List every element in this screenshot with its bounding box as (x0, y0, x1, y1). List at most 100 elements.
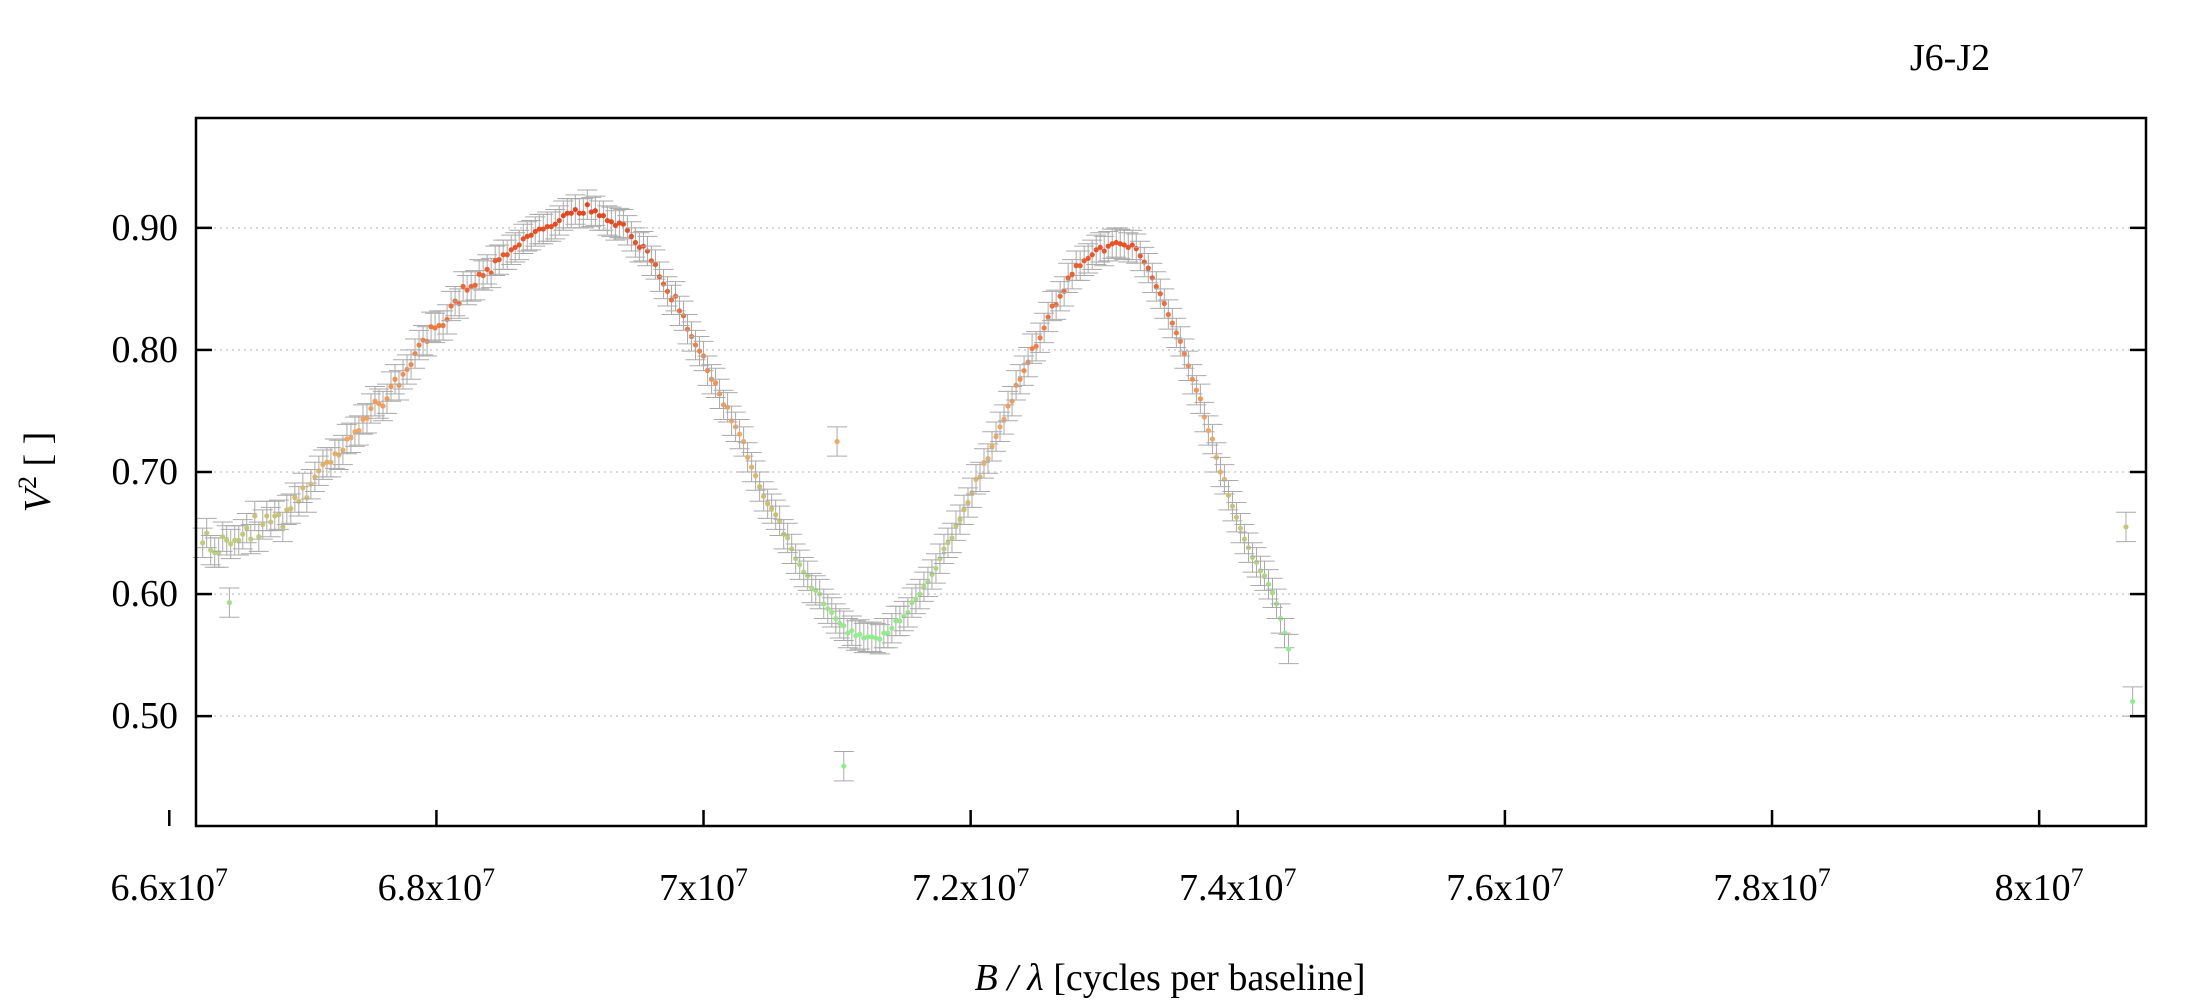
data-point (525, 216, 546, 247)
data-point (296, 482, 317, 513)
data-point (517, 221, 538, 252)
data-point (929, 543, 950, 574)
data-point (1158, 299, 1179, 330)
y-tick-label: 0.60 (112, 573, 179, 615)
data-point (473, 260, 494, 291)
data-point (713, 389, 734, 421)
data-point (1098, 231, 1119, 262)
data-point (376, 383, 397, 414)
data-point (817, 593, 838, 624)
data-point (192, 527, 213, 558)
data-point (300, 469, 321, 500)
data-point (1190, 383, 1211, 414)
data-point (994, 404, 1015, 435)
data-point (729, 419, 750, 450)
data-point (381, 371, 401, 402)
data-point (1258, 569, 1279, 600)
data-point (425, 312, 446, 344)
data-point (761, 493, 782, 524)
data-point (577, 189, 598, 220)
data-point (1214, 464, 1235, 495)
data-point (509, 229, 530, 261)
data-point (1202, 423, 1223, 455)
data-point (1178, 350, 1199, 381)
data-point (219, 587, 240, 618)
data-point (1130, 240, 1151, 272)
data-point (557, 198, 578, 229)
data-point (1106, 227, 1127, 258)
data-point (645, 249, 666, 280)
data-point (481, 257, 502, 289)
data-point (1182, 364, 1203, 395)
data-point (777, 522, 798, 554)
data-point (1226, 502, 1247, 533)
x-axis-label: B / λ [cycles per baseline] (974, 957, 1365, 999)
data-point (1166, 317, 1187, 348)
data-point (449, 288, 470, 319)
data-point (909, 578, 930, 610)
data-point (741, 451, 762, 483)
data-points (192, 189, 2143, 782)
data-point (573, 198, 594, 229)
data-point (1030, 322, 1051, 353)
y-axis: 0.50 0.60 0.70 0.80 0.90 (112, 207, 2146, 737)
data-point (521, 220, 542, 251)
data-point (477, 254, 498, 285)
data-point (1174, 338, 1195, 369)
data-point (288, 486, 309, 517)
data-point (340, 422, 361, 453)
data-point (881, 613, 902, 644)
data-point (336, 423, 357, 455)
y-axis-label-sup: 2 (13, 476, 42, 489)
data-point (332, 434, 353, 466)
data-point (1138, 252, 1159, 284)
data-point (837, 617, 858, 649)
data-point (677, 314, 698, 345)
data-point (745, 460, 766, 491)
data-point (990, 411, 1011, 442)
data-point (1078, 243, 1099, 274)
x-tick-label: 7x107 (659, 863, 748, 909)
data-point (324, 438, 345, 469)
data-point (1090, 232, 1111, 263)
data-point (1094, 235, 1115, 267)
data-point (827, 426, 848, 457)
data-point (485, 245, 506, 276)
data-point (845, 620, 866, 651)
data-point (220, 528, 241, 560)
x-tick-label: 7.4x107 (1179, 863, 1297, 909)
data-point (465, 270, 486, 301)
data-point (308, 455, 329, 486)
data-point (793, 556, 814, 588)
data-point (541, 211, 562, 242)
data-point (553, 200, 574, 231)
data-point (276, 494, 297, 525)
data-point (1210, 456, 1231, 488)
y-axis-label-unit: [ ] (17, 432, 59, 476)
y-tick-label: 0.80 (112, 329, 179, 371)
data-point (821, 597, 842, 628)
data-point (621, 221, 642, 252)
data-point (941, 522, 962, 554)
data-point (601, 206, 622, 237)
data-point (1010, 364, 1031, 395)
data-point (1042, 290, 1063, 322)
data-point (970, 461, 991, 493)
data-point (697, 355, 718, 386)
data-point (789, 549, 810, 580)
data-point (1154, 288, 1175, 319)
data-point (861, 621, 882, 652)
data-point (974, 448, 995, 479)
data-point (901, 587, 922, 618)
data-point (982, 431, 1003, 462)
data-point (497, 239, 518, 270)
data-point (228, 525, 249, 556)
data-point (609, 207, 630, 239)
data-point (829, 608, 850, 639)
data-point (1122, 229, 1143, 261)
data-point (505, 232, 526, 263)
data-point (581, 196, 602, 228)
data-point (1034, 312, 1055, 344)
data-point (986, 421, 1007, 452)
